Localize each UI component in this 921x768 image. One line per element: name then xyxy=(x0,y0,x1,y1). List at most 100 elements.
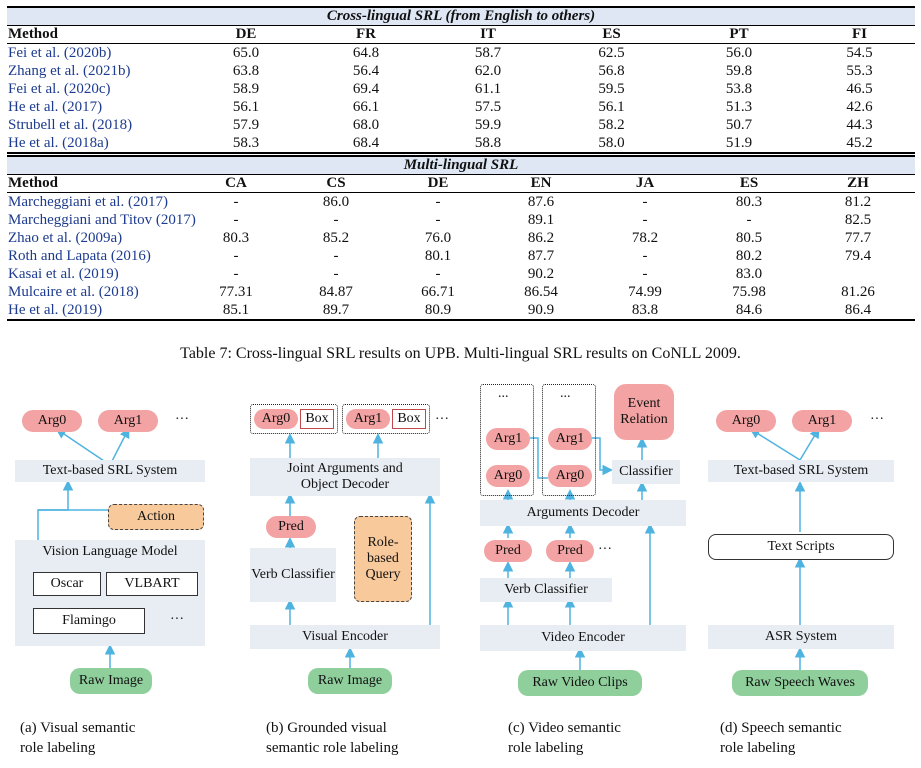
value-cell: 59.9 xyxy=(474,117,502,133)
classifier-box: Classifier xyxy=(612,460,680,484)
value-cell: 50.7 xyxy=(725,117,753,133)
value-cell: 66.71 xyxy=(421,284,455,300)
vlm-label: Vision Language Model xyxy=(42,544,178,559)
value-cell: 58.0 xyxy=(598,135,625,151)
event-relation-node: Event Relation xyxy=(614,384,674,440)
value-cell: 56.0 xyxy=(725,45,753,61)
value-cell: 58.3 xyxy=(232,135,260,151)
value-cell: 46.5 xyxy=(846,81,873,97)
arg1-node: Arg1 xyxy=(98,410,158,432)
ellipsis: ··· xyxy=(170,612,184,627)
value-cell: 66.1 xyxy=(352,99,380,115)
arg0-node: Arg0 xyxy=(254,409,298,429)
value-cell: 62.5 xyxy=(598,45,625,61)
method-cell: Marcheggiani and Titov (2017) xyxy=(8,212,196,228)
value-cell: 85.1 xyxy=(222,302,250,318)
subcaption: (b) Grounded visual semantic role labeli… xyxy=(266,718,466,758)
subcaption-line: (b) Grounded visual xyxy=(266,720,387,736)
value-cell: 58.8 xyxy=(474,135,502,151)
value-cell: 54.5 xyxy=(846,45,873,61)
value-cell xyxy=(801,265,915,283)
diagram-speech-srl: Arg0 Arg1 ··· Text-based SRL System Text… xyxy=(690,380,921,768)
ellipsis: ··· xyxy=(175,412,189,427)
arg0-node: Arg0 xyxy=(22,410,82,432)
diagram-arrows xyxy=(502,437,656,670)
column-header: PT xyxy=(729,26,749,42)
subcaption-line: (d) Speech semantic xyxy=(720,720,842,736)
value-cell: - xyxy=(435,194,441,210)
column-header: DE xyxy=(235,26,257,42)
text-scripts-box: Text Scripts xyxy=(708,534,894,560)
value-cell: 77.31 xyxy=(219,284,253,300)
verb-classifier-box: Verb Classifier xyxy=(250,548,336,602)
method-cell: Strubell et al. (2018) xyxy=(8,117,133,133)
ellipsis: ··· xyxy=(870,412,884,427)
arg1-box-group xyxy=(342,404,430,434)
text-srl-system-box: Text-based SRL System xyxy=(15,460,205,482)
column-header: ES xyxy=(739,175,759,191)
value-cell: 56.8 xyxy=(598,63,625,79)
value-cell: 90.2 xyxy=(527,266,555,282)
action-node: Action xyxy=(108,504,204,530)
value-cell: - xyxy=(435,266,441,282)
value-cell: 44.3 xyxy=(846,117,873,133)
joint-decoder-box: Joint Arguments and Object Decoder xyxy=(250,458,440,496)
arg1-node: Arg1 xyxy=(548,428,592,450)
table-row: He et al. (2019) 85.1 89.7 80.9 90.9 83.8 84.6… xyxy=(7,301,915,319)
value-cell: - xyxy=(642,266,648,282)
value-cell: 75.98 xyxy=(732,284,766,300)
value-cell: 80.9 xyxy=(424,302,452,318)
value-cell: 76.0 xyxy=(424,230,452,246)
value-cell: 86.0 xyxy=(322,194,350,210)
method-cell: Zhao et al. (2009a) xyxy=(8,230,123,246)
column-header-method: Method xyxy=(8,175,58,191)
raw-video-clips-input: Raw Video Clips xyxy=(518,670,642,696)
value-cell: 59.5 xyxy=(598,81,625,97)
value-cell: 51.9 xyxy=(725,135,753,151)
value-cell: 89.7 xyxy=(322,302,350,318)
table-title: Multi-lingual SRL xyxy=(7,155,915,174)
column-header: ES xyxy=(602,26,621,42)
column-header: FI xyxy=(852,26,867,42)
frame-group-1 xyxy=(480,384,534,496)
table-body: Marcheggiani et al. (2017) - 86.0 - 87.6 - 80.… xyxy=(7,193,915,321)
value-cell: - xyxy=(435,212,441,228)
value-cell: 58.9 xyxy=(232,81,260,97)
raw-speech-waves-input: Raw Speech Waves xyxy=(732,670,868,696)
box-node: Box xyxy=(392,409,426,429)
value-cell: 69.4 xyxy=(352,81,380,97)
value-cell: - xyxy=(233,248,239,264)
table-row: Fei et al. (2020c) 58.9 69.4 61.1 59.5 53.8 46… xyxy=(7,80,915,98)
value-cell: 55.3 xyxy=(846,63,873,79)
value-cell: 56.1 xyxy=(232,99,260,115)
method-cell: Marcheggiani et al. (2017) xyxy=(8,194,168,210)
value-cell: 81.2 xyxy=(844,194,872,210)
subcaption-line: role labeling xyxy=(508,740,584,756)
value-cell: - xyxy=(233,266,239,282)
value-cell: - xyxy=(333,248,339,264)
visual-encoder-box: Visual Encoder xyxy=(250,625,440,649)
diagram-visual-srl: Arg0 Arg1 ··· Text-based SRL System Acti… xyxy=(0,380,230,768)
diagram-grounded-visual-srl: Arg0 Box Arg1 Box ··· Joint Arguments an… xyxy=(230,380,460,768)
subcaption-line: role labeling xyxy=(720,740,796,756)
arg1-node: Arg1 xyxy=(486,428,530,450)
pred-node: Pred xyxy=(484,540,532,562)
arg0-node: Arg0 xyxy=(716,410,776,432)
value-cell: - xyxy=(333,212,339,228)
table-multi-lingual-srl: Multi-lingual SRL Method CA CS DE EN JA ES ZH M… xyxy=(7,155,915,321)
subcaption-line: role labeling xyxy=(20,740,96,756)
raw-image-input: Raw Image xyxy=(308,668,392,694)
column-header: CA xyxy=(225,175,247,191)
arguments-decoder-box: Arguments Decoder xyxy=(480,500,686,526)
value-cell: - xyxy=(333,266,339,282)
value-cell: 56.1 xyxy=(598,99,625,115)
table-header-row: Method CA CS DE EN JA ES ZH xyxy=(7,174,915,193)
value-cell: 80.3 xyxy=(222,230,250,246)
value-cell: 58.7 xyxy=(474,45,502,61)
arg0-box-group xyxy=(250,404,338,434)
value-cell: 84.87 xyxy=(319,284,353,300)
value-cell: 61.1 xyxy=(474,81,502,97)
column-header: JA xyxy=(635,175,655,191)
value-cell: 77.7 xyxy=(844,230,872,246)
value-cell: 80.1 xyxy=(424,248,452,264)
